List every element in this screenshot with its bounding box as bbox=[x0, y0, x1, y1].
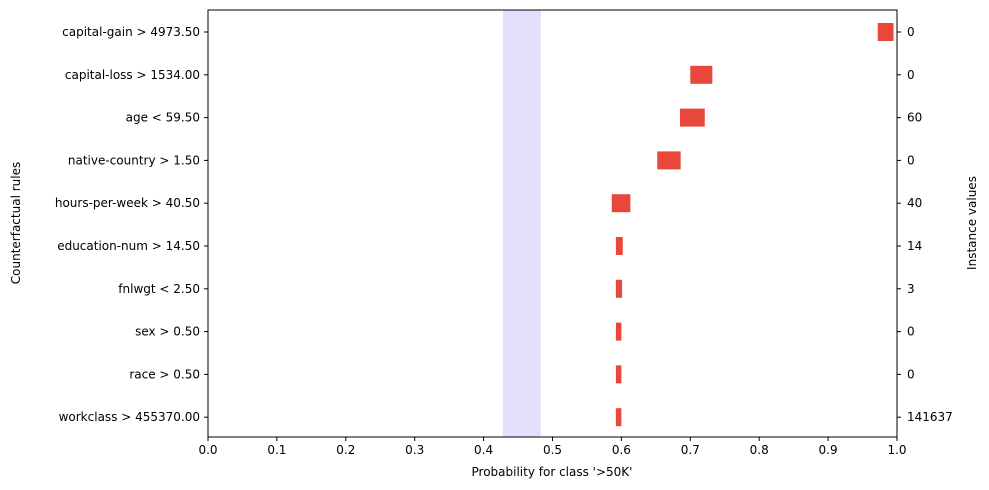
rule-label: hours-per-week > 40.50 bbox=[55, 196, 200, 210]
x-tick-label: 1.0 bbox=[887, 443, 906, 457]
rule-label: capital-loss > 1534.00 bbox=[65, 68, 200, 82]
instance-value-label: 14 bbox=[907, 239, 922, 253]
x-tick-label: 0.6 bbox=[612, 443, 631, 457]
rule-label: age < 59.50 bbox=[126, 111, 200, 125]
y-axis-label: Counterfactual rules bbox=[9, 162, 23, 284]
rule-bar bbox=[657, 151, 681, 170]
bar-layer bbox=[611, 23, 894, 427]
rule-bar bbox=[615, 237, 623, 255]
rule-bar bbox=[877, 23, 894, 41]
secondary-y-axis-label: Instance values bbox=[965, 176, 979, 270]
instance-value-label: 0 bbox=[907, 367, 915, 381]
rule-label: sex > 0.50 bbox=[135, 325, 200, 339]
x-tick-label: 0.0 bbox=[198, 443, 217, 457]
baseline-band-layer bbox=[502, 10, 541, 437]
rule-bar bbox=[615, 322, 622, 341]
rule-bar bbox=[611, 194, 631, 213]
x-tick-label: 0.7 bbox=[681, 443, 700, 457]
plot-frame bbox=[207, 9, 898, 438]
rule-label: capital-gain > 4973.50 bbox=[62, 25, 200, 39]
rule-label: race > 0.50 bbox=[129, 367, 200, 381]
instance-value-label: 3 bbox=[907, 282, 915, 296]
x-tick-label: 0.5 bbox=[543, 443, 562, 457]
rule-label: fnlwgt < 2.50 bbox=[118, 282, 200, 296]
x-axis-label: Probability for class '>50K' bbox=[472, 465, 633, 479]
baseline-probability-band bbox=[502, 10, 541, 437]
x-tick-label: 0.4 bbox=[474, 443, 493, 457]
rule-bar bbox=[679, 108, 705, 127]
instance-value-label: 40 bbox=[907, 196, 922, 210]
rule-bar bbox=[615, 408, 622, 427]
x-tick-label: 0.1 bbox=[267, 443, 286, 457]
x-tick-label: 0.3 bbox=[405, 443, 424, 457]
rule-label: workclass > 455370.00 bbox=[59, 410, 200, 424]
instance-value-label: 0 bbox=[907, 25, 915, 39]
rule-bar bbox=[615, 279, 623, 298]
secondary-y-axis: 0 0 60 0 40 14 3 0 0 141637 bbox=[897, 25, 953, 424]
rule-bar bbox=[690, 65, 713, 84]
instance-value-label: 0 bbox=[907, 68, 915, 82]
instance-value-label: 141637 bbox=[907, 410, 953, 424]
rule-label: education-num > 14.50 bbox=[57, 239, 200, 253]
rule-label: native-country > 1.50 bbox=[68, 153, 200, 167]
x-tick-label: 0.8 bbox=[750, 443, 769, 457]
x-axis: 0.0 0.1 0.2 0.3 0.4 0.5 0.6 0.7 0.8 0.9 1.0 bbox=[198, 437, 907, 457]
x-tick-label: 0.2 bbox=[336, 443, 355, 457]
y-axis: capital-gain > 4973.50 capital-loss > 153… bbox=[55, 25, 208, 424]
rule-bar bbox=[615, 365, 622, 384]
instance-value-label: 60 bbox=[907, 111, 922, 125]
instance-value-label: 0 bbox=[907, 325, 915, 339]
instance-value-label: 0 bbox=[907, 153, 915, 167]
x-tick-label: 0.9 bbox=[819, 443, 838, 457]
